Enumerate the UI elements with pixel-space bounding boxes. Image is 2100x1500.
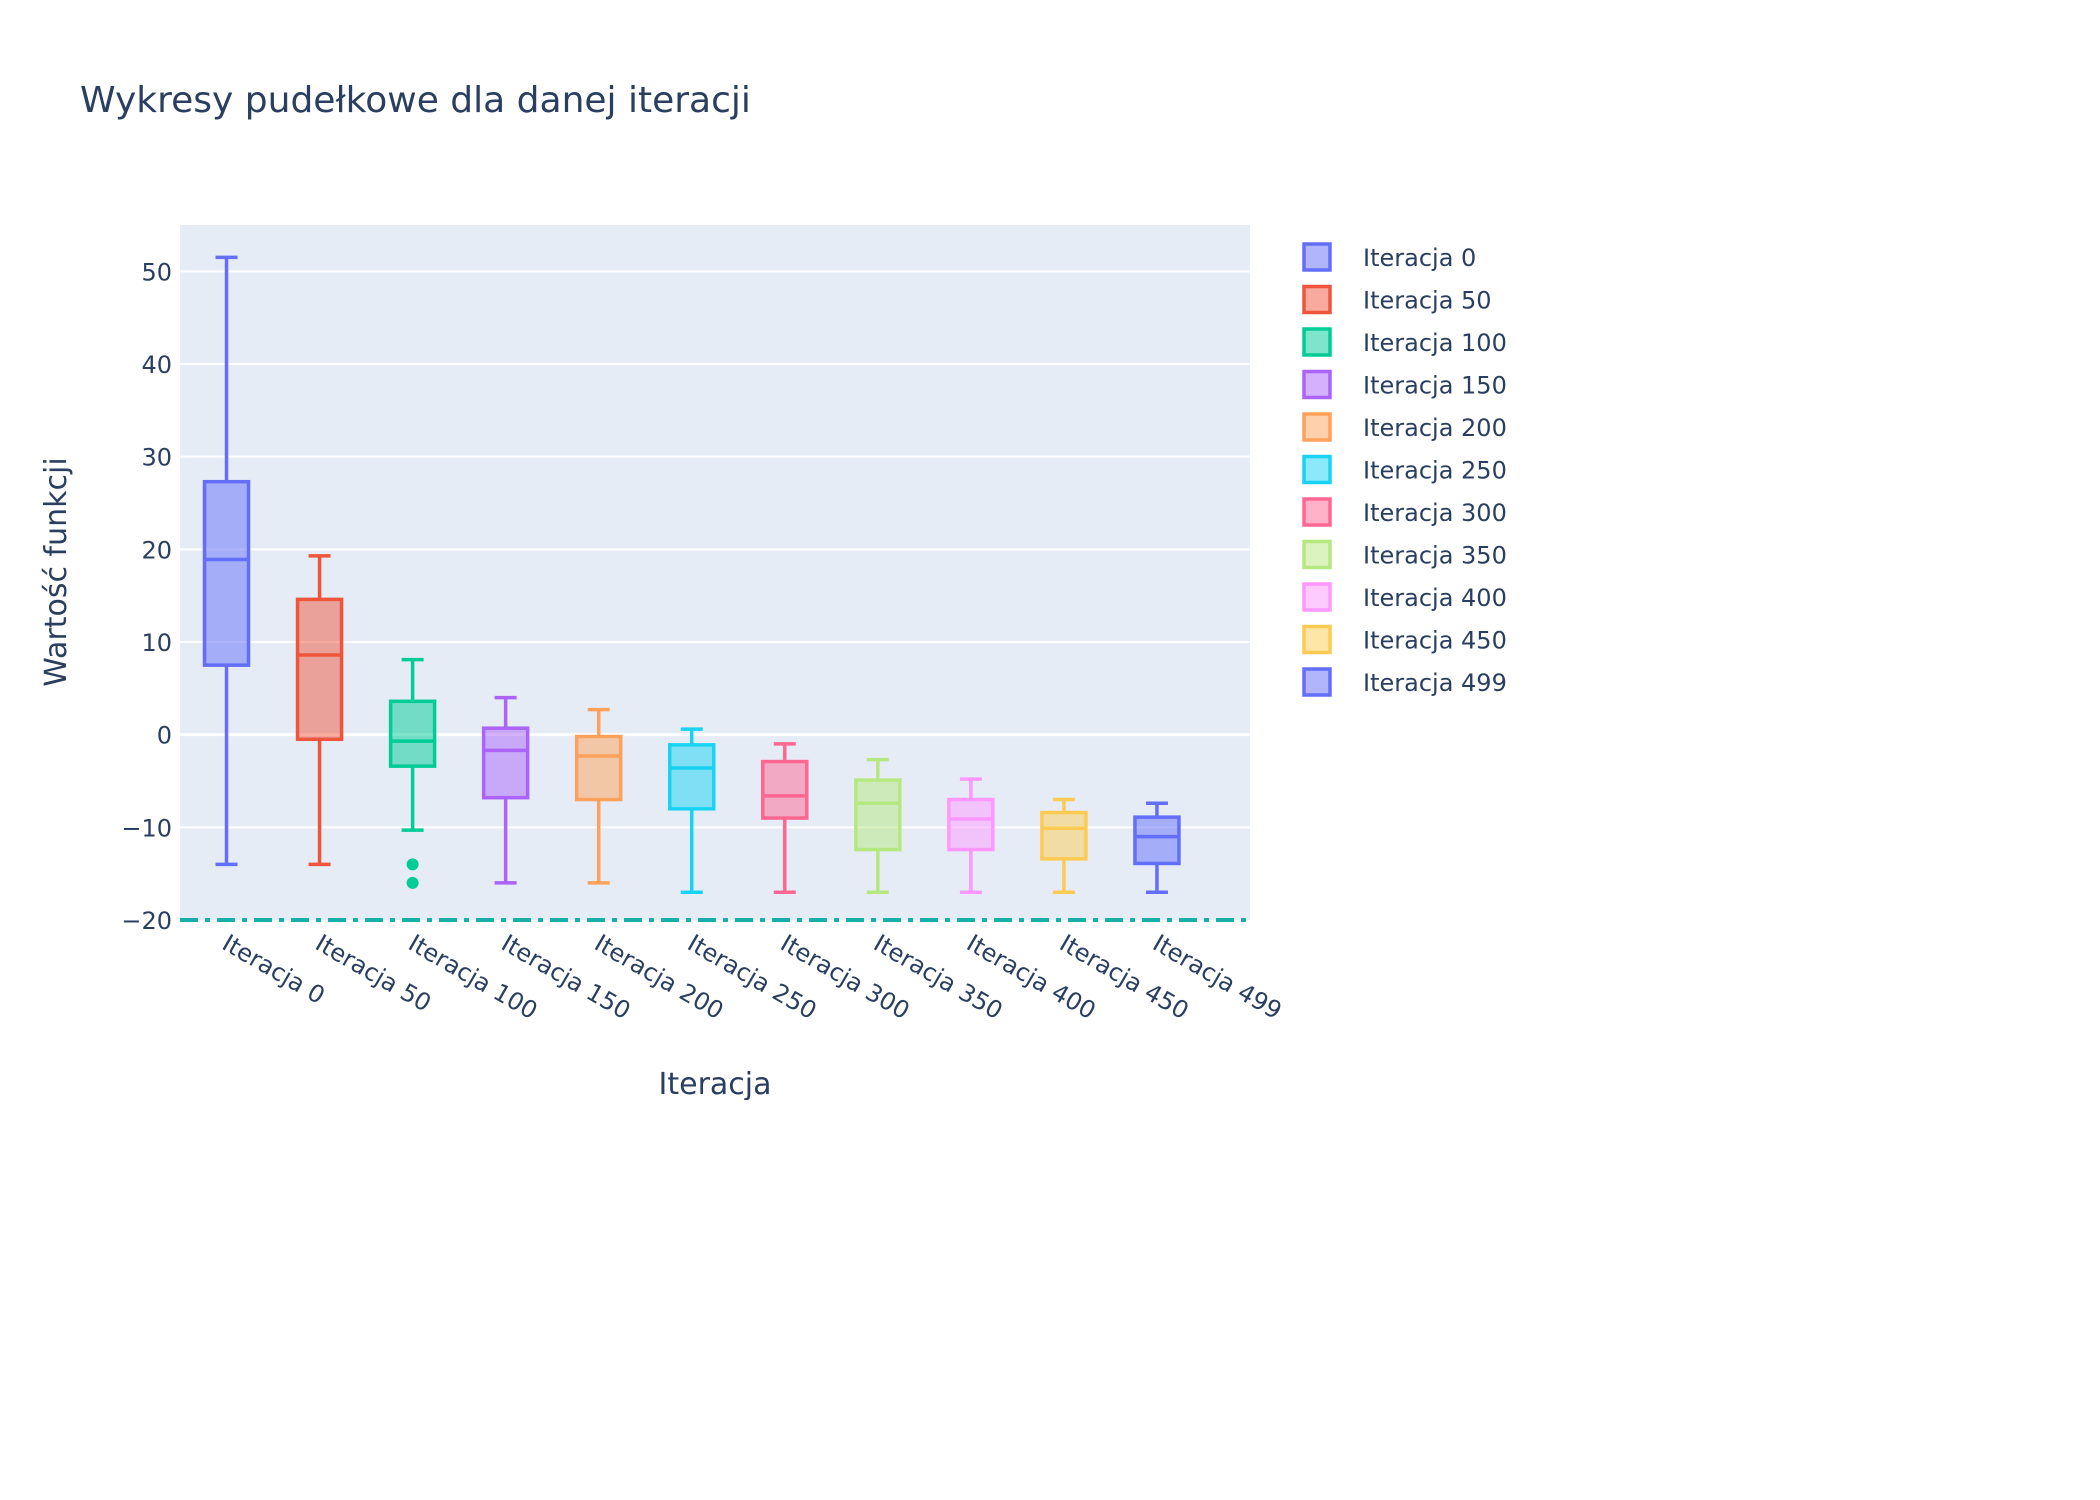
legend-item[interactable]: Iteracja 300 [1302, 497, 1507, 527]
legend-label: Iteracja 100 [1363, 329, 1507, 357]
box-iteracja-300 [761, 742, 809, 894]
chart-title: Wykresy pudełkowe dla danej iteracji [80, 80, 751, 121]
legend-label: Iteracja 250 [1363, 457, 1507, 485]
box-iteracja-200 [574, 707, 623, 885]
legend-swatch [1302, 539, 1332, 570]
legend-swatch [1302, 454, 1332, 485]
box-series [202, 255, 1181, 894]
legend-item[interactable]: Iteracja 50 [1302, 284, 1492, 315]
y-tick-label: −20 [121, 907, 172, 935]
box-body [854, 778, 902, 852]
box-iteracja-50 [295, 554, 344, 867]
legend-label: Iteracja 50 [1363, 287, 1492, 315]
box-iteracja-0 [202, 255, 251, 867]
outlier-point [406, 858, 419, 871]
grid-lines [180, 270, 1250, 829]
legend-item[interactable]: Iteracja 250 [1302, 454, 1507, 485]
legend-swatch [1302, 412, 1332, 442]
legend-label: Iteracja 450 [1363, 627, 1507, 655]
legend-swatch [1302, 582, 1332, 612]
legend-label: Iteracja 499 [1363, 669, 1507, 697]
legend-swatch [1302, 327, 1332, 357]
legend-item[interactable]: Iteracja 350 [1302, 539, 1507, 570]
plot-area [180, 225, 1250, 920]
legend-label: Iteracja 150 [1363, 372, 1507, 400]
box-body [1040, 810, 1088, 861]
legend: Iteracja 0 Iteracja 50 Iteracja 100 Iteracj… [1302, 242, 1507, 697]
box-body [295, 597, 344, 742]
legend-swatch [1302, 369, 1332, 400]
legend-item[interactable]: Iteracja 499 [1302, 667, 1507, 697]
box-body [574, 734, 623, 802]
box-iteracja-450 [1040, 797, 1088, 894]
x-axis-label: Iteracja [659, 1067, 772, 1100]
legend-swatch [1302, 284, 1332, 315]
legend-item[interactable]: Iteracja 450 [1302, 624, 1507, 655]
y-axis-ticks: −20 −10 0 10 20 30 40 50 [121, 258, 172, 935]
legend-label: Iteracja 400 [1363, 584, 1507, 612]
box-body [947, 797, 995, 852]
legend-swatch [1302, 667, 1332, 697]
y-axis-label: Wartość funkcji [39, 457, 74, 686]
legend-label: Iteracja 300 [1363, 499, 1507, 527]
y-tick-label: 0 [157, 722, 172, 750]
y-tick-label: 50 [141, 258, 172, 286]
y-tick-label: 10 [141, 629, 172, 657]
box-body [388, 699, 437, 768]
box-iteracja-250 [667, 727, 716, 894]
box-iteracja-350 [854, 757, 902, 894]
legend-item[interactable]: Iteracja 400 [1302, 582, 1507, 612]
box-body [202, 479, 251, 667]
box-iteracja-100 [388, 657, 437, 889]
box-body [667, 743, 716, 811]
legend-item[interactable]: Iteracja 0 [1302, 242, 1476, 272]
box-body [481, 726, 530, 800]
y-tick-label: 20 [141, 536, 172, 564]
box-body [761, 759, 809, 820]
y-tick-label: 40 [141, 351, 172, 379]
y-tick-label: −10 [121, 814, 172, 842]
legend-item[interactable]: Iteracja 200 [1302, 412, 1507, 442]
box-iteracja-400 [947, 777, 995, 894]
legend-item[interactable]: Iteracja 100 [1302, 327, 1507, 357]
box-plot-chart: Wykresy pudełkowe dla danej iteracji −20… [39, 80, 1507, 1100]
x-tick-label: Iteracja 0 [218, 929, 330, 1010]
box-iteracja-150 [481, 695, 530, 885]
legend-label: Iteracja 0 [1363, 244, 1476, 272]
legend-label: Iteracja 350 [1363, 542, 1507, 570]
legend-swatch [1302, 497, 1332, 527]
legend-swatch [1302, 242, 1332, 272]
y-tick-label: 30 [141, 444, 172, 472]
box-body [1133, 815, 1181, 866]
box-iteracja-499 [1133, 801, 1181, 894]
legend-label: Iteracja 200 [1363, 414, 1507, 442]
legend-swatch [1302, 624, 1332, 655]
legend-item[interactable]: Iteracja 150 [1302, 369, 1507, 400]
outlier-point [406, 876, 419, 889]
